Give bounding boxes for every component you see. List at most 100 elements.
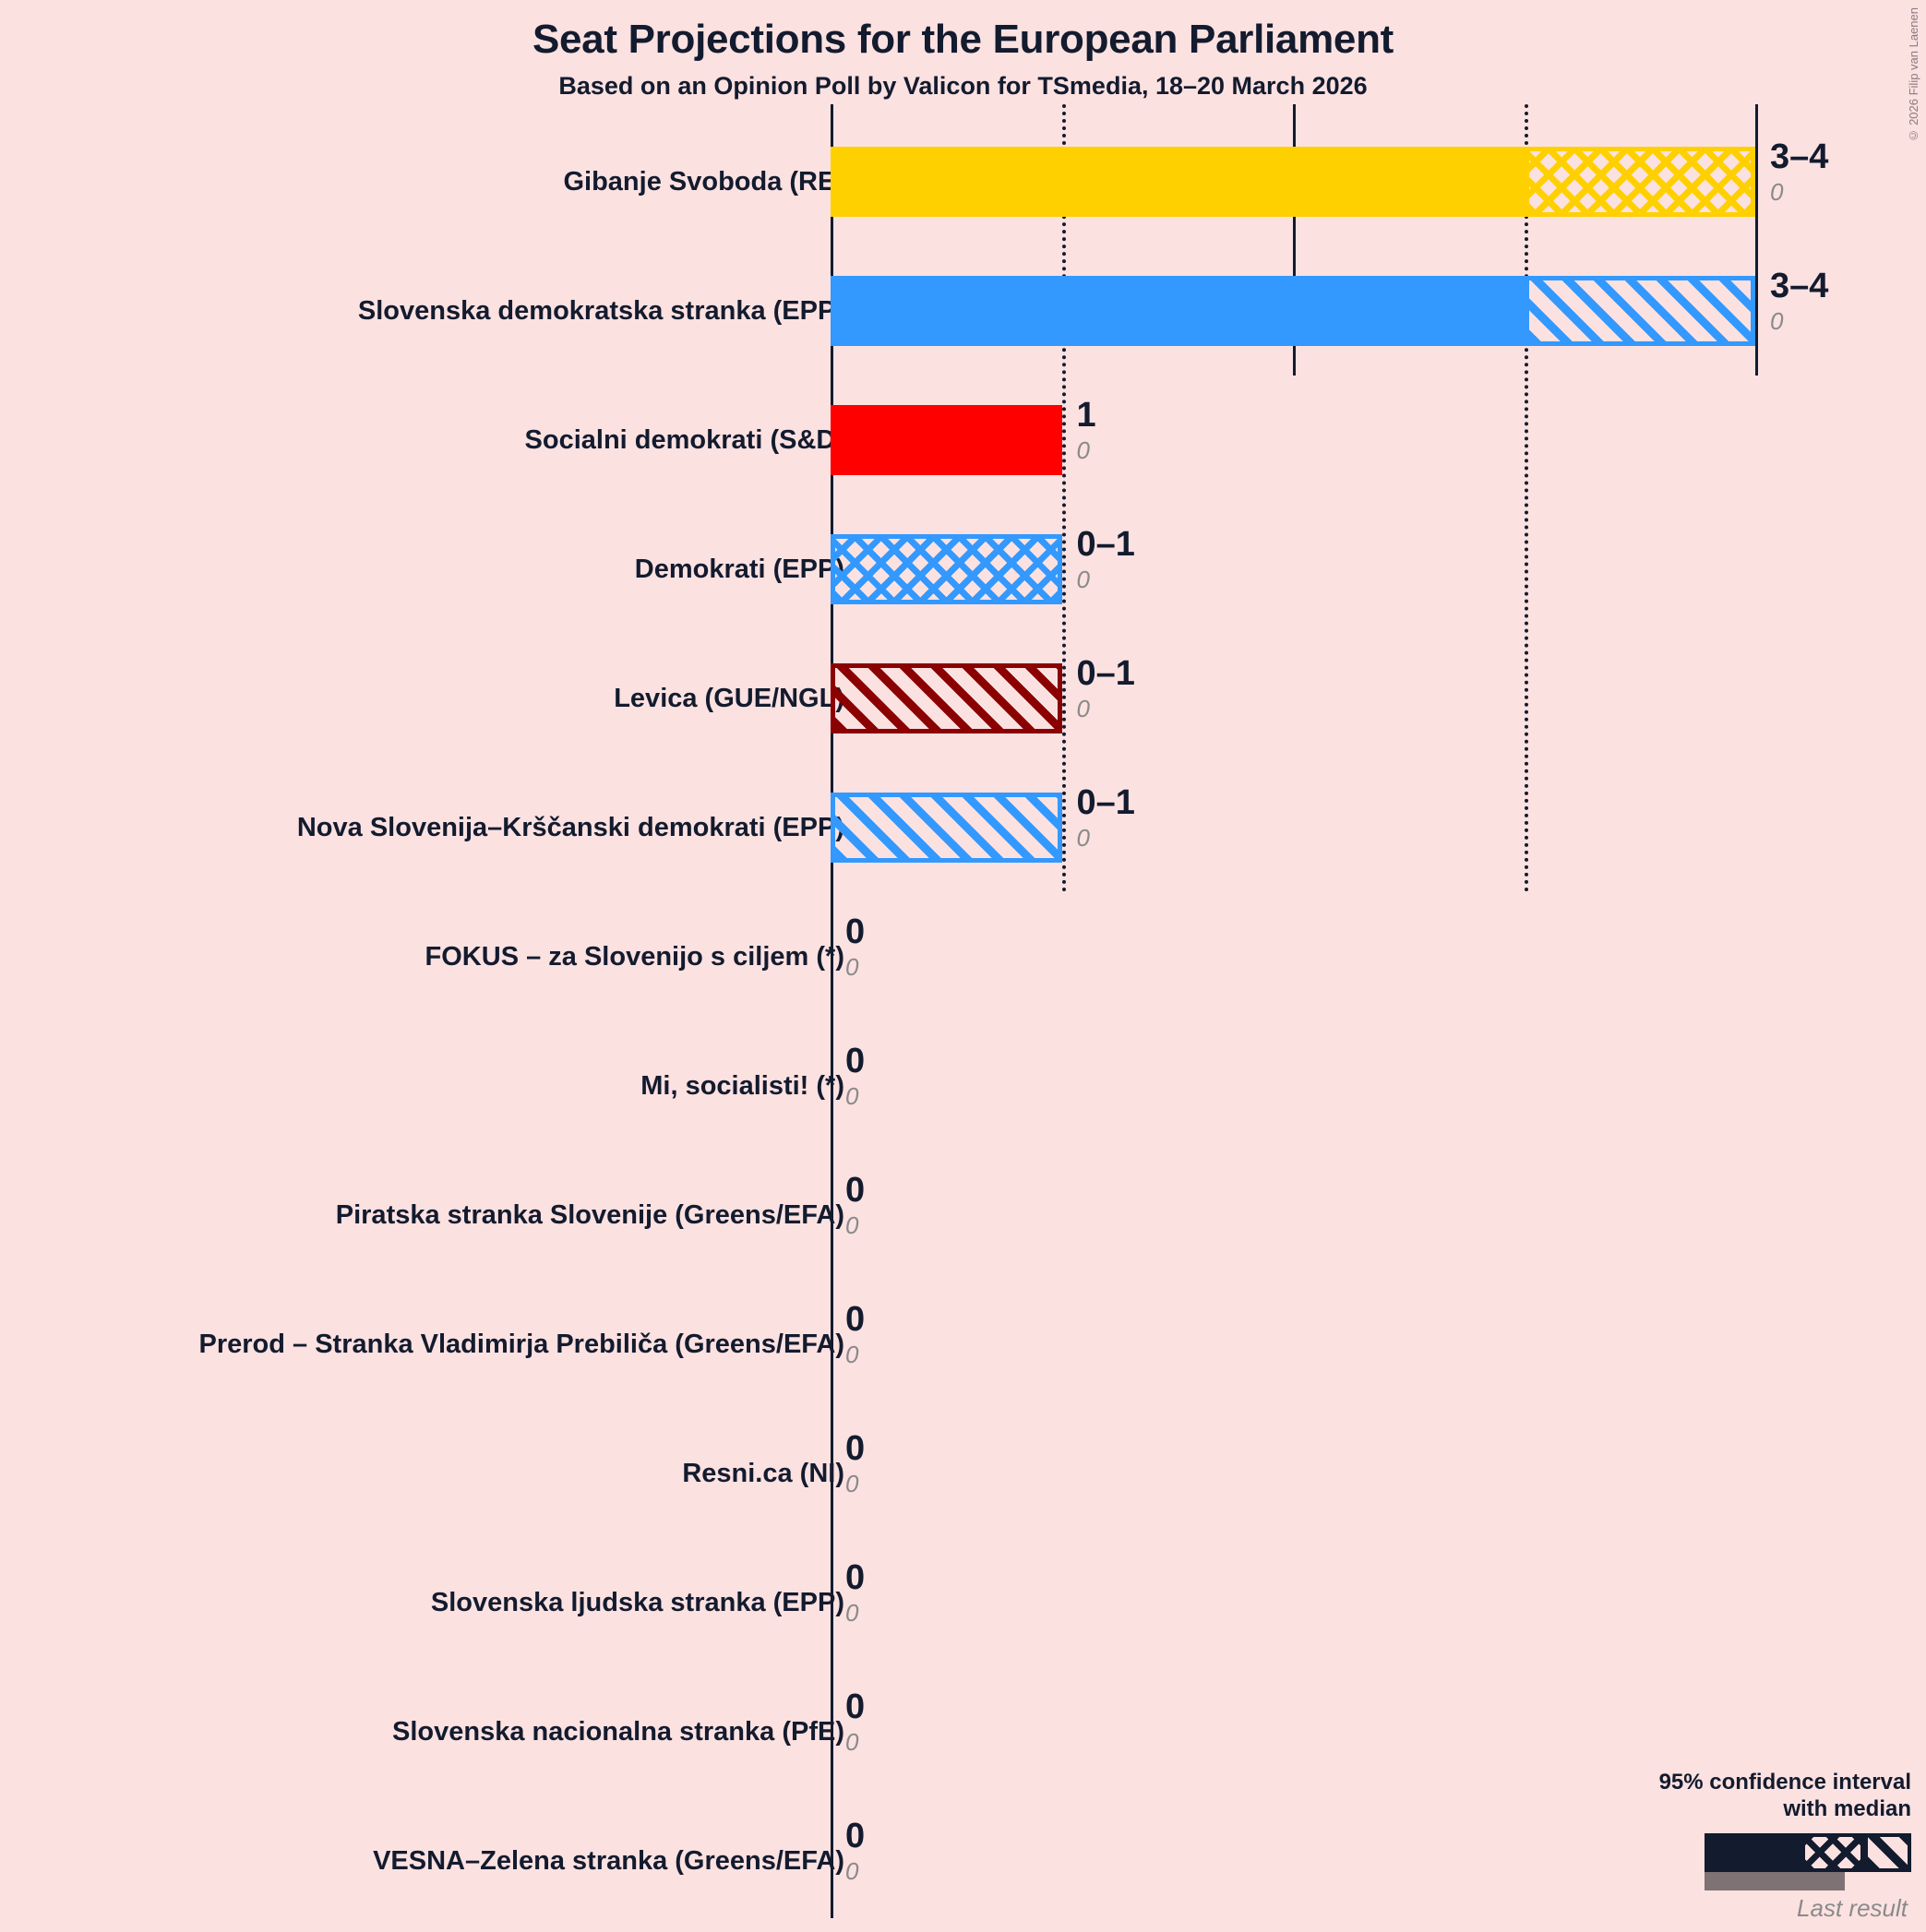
bar-segment-diagonal: [831, 663, 1062, 733]
gridline-0: [831, 104, 833, 1918]
legend-sample-bar: [1705, 1833, 1911, 1872]
value-block: 0–1 0: [1077, 656, 1135, 721]
bar-segment-crosshatch: [831, 534, 1062, 604]
party-bar: [831, 793, 1062, 863]
last-result-value: 0: [845, 1211, 859, 1239]
party-bar: [831, 663, 1062, 733]
party-label: Nova Slovenija–Krščanski demokrati (EPP): [296, 812, 844, 842]
legend-line-2: with median: [1783, 1795, 1911, 1821]
last-result-value: 0: [845, 953, 859, 981]
party-bar: [831, 147, 1755, 217]
bar-segment-diagonal: [831, 793, 1062, 863]
party-bar: [831, 405, 1062, 475]
chart-row: Slovenska nacionalna stranka (PfE) 0 0: [0, 1684, 1926, 1780]
party-label: Gibanje Svoboda (RE): [563, 166, 844, 197]
gridline-3: [1524, 104, 1528, 892]
party-label: Socialni demokrati (S&D): [524, 424, 844, 455]
chart-row: Slovenska ljudska stranka (EPP) 0 0: [0, 1555, 1926, 1651]
party-label: Levica (GUE/NGL): [614, 683, 844, 713]
seat-range-value: 0: [845, 1300, 866, 1339]
seat-range-value: 1: [1076, 396, 1096, 435]
seat-range-value: 3–4: [1770, 137, 1829, 176]
party-label: Resni.ca (NI): [682, 1458, 844, 1488]
last-result-value: 0: [845, 1857, 859, 1885]
bar-segment-diagonal: [1524, 276, 1755, 346]
legend-line-1: 95% confidence interval: [1658, 1770, 1911, 1795]
chart-row: VESNA–Zelena stranka (Greens/EFA) 0 0: [0, 1813, 1926, 1909]
chart-legend: 95% confidence interval with median Last…: [1607, 1770, 1911, 1923]
chart-title: Seat Projections for the European Parlia…: [532, 17, 1394, 62]
party-label: Prerod – Stranka Vladimirja Prebiliča (G…: [198, 1329, 845, 1359]
bar-segment-solid: [831, 276, 1525, 346]
legend-seg-diagonal: [1864, 1833, 1911, 1872]
last-result-value: 0: [1770, 307, 1784, 335]
value-block: 0–1 0: [1077, 527, 1135, 591]
value-block: 3–4 0: [1770, 268, 1828, 333]
chart-row: Socialni demokrati (S&D) 1 0: [0, 392, 1926, 488]
seat-range-value: 3–4: [1770, 267, 1829, 305]
chart-row: Levica (GUE/NGL) 0–1 0: [0, 650, 1926, 746]
party-label: Piratska stranka Slovenije (Greens/EFA): [335, 1199, 844, 1230]
chart-row: Demokrati (EPP) 0–1 0: [0, 521, 1926, 617]
bar-segment-crosshatch: [1524, 147, 1755, 217]
party-label: Slovenska ljudska stranka (EPP): [430, 1587, 844, 1617]
chart-row: FOKUS – za Slovenijo s ciljem (*) 0 0: [0, 909, 1926, 1005]
seat-range-value: 0–1: [1076, 783, 1135, 822]
last-result-value: 0: [845, 1599, 859, 1627]
seat-range-value: 0: [845, 1558, 866, 1597]
legend-seg-crosshatch: [1801, 1833, 1864, 1872]
bar-segment-solid: [831, 405, 1062, 475]
party-label: Slovenska nacionalna stranka (PfE): [392, 1716, 844, 1747]
seat-range-value: 0: [845, 912, 866, 951]
last-result-value: 0: [1076, 566, 1090, 593]
seat-range-value: 0–1: [1076, 525, 1135, 564]
legend-last-result-label: Last result: [1797, 1894, 1908, 1922]
legend-last-result-bar: [1705, 1872, 1845, 1890]
last-result-value: 0: [1770, 178, 1784, 206]
gridline-2: [1293, 104, 1296, 376]
chart-row: Nova Slovenija–Krščanski demokrati (EPP)…: [0, 780, 1926, 876]
last-result-value: 0: [845, 1082, 859, 1110]
value-block: 3–4 0: [1770, 139, 1828, 204]
seat-range-value: 0: [845, 1042, 866, 1080]
seat-range-value: 0: [845, 1171, 866, 1210]
last-result-value: 0: [1076, 824, 1090, 852]
party-label: Slovenska demokratska stranka (EPP): [357, 295, 844, 326]
seat-range-value: 0: [845, 1688, 866, 1726]
gridline-1: [1061, 104, 1066, 892]
value-block: 0–1 0: [1077, 785, 1135, 850]
chart-row: Prerod – Stranka Vladimirja Prebiliča (G…: [0, 1296, 1926, 1392]
chart-row: Piratska stranka Slovenije (Greens/EFA) 0…: [0, 1167, 1926, 1263]
gridline-4: [1755, 104, 1758, 376]
seat-range-value: 0: [845, 1429, 866, 1468]
chart-row: Slovenska demokratska stranka (EPP) 3–4 0: [0, 263, 1926, 359]
party-bar: [831, 276, 1755, 346]
bar-segment-solid: [831, 147, 1525, 217]
chart-row: Resni.ca (NI) 0 0: [0, 1425, 1926, 1521]
last-result-value: 0: [845, 1341, 859, 1368]
party-label: FOKUS – za Slovenijo s ciljem (*): [425, 941, 844, 972]
chart-row: Mi, socialisti! (*) 0 0: [0, 1038, 1926, 1134]
legend-seg-median: [1705, 1833, 1801, 1872]
party-bar: [831, 534, 1062, 604]
seat-range-value: 0–1: [1076, 654, 1135, 693]
party-label: Demokrati (EPP): [634, 554, 844, 584]
party-label: VESNA–Zelena stranka (Greens/EFA): [373, 1845, 844, 1876]
last-result-value: 0: [1076, 436, 1090, 464]
chart-row: Gibanje Svoboda (RE) 3–4 0: [0, 134, 1926, 230]
last-result-value: 0: [845, 1470, 859, 1497]
party-label: Mi, socialisti! (*): [640, 1070, 844, 1101]
chart-subtitle: Based on an Opinion Poll by Valicon for …: [558, 72, 1368, 100]
seat-range-value: 0: [845, 1817, 866, 1855]
